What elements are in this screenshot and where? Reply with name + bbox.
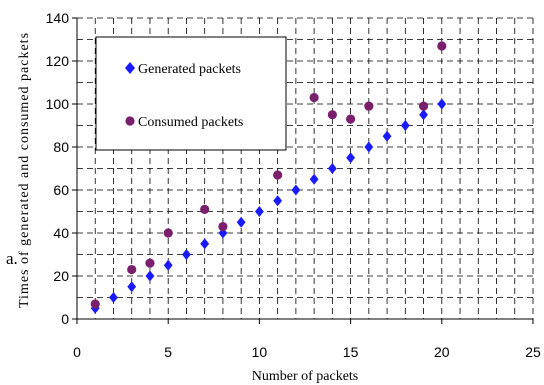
y-tick-label: 80 <box>53 139 69 155</box>
x-tick-labels: 0 5 10 15 20 25 <box>73 344 541 360</box>
consumed-point <box>309 92 319 103</box>
y-tick-label: 0 <box>61 311 69 327</box>
consumed-point <box>90 299 100 309</box>
consumed-point <box>327 110 337 120</box>
legend-generated-label: Generated packets <box>138 62 241 77</box>
legend-box <box>95 36 287 151</box>
x-tick-label: 10 <box>252 344 268 360</box>
x-tick-label: 25 <box>525 344 541 360</box>
generated-point <box>382 130 392 142</box>
y-tick-label: 20 <box>53 268 69 284</box>
legend-consumed-marker <box>125 116 135 126</box>
consumed-point <box>364 101 374 111</box>
generated-point <box>163 259 173 271</box>
consumed-point <box>200 204 210 214</box>
y-tick-labels: 0 20 40 60 80 100 120 140 <box>46 10 70 327</box>
generated-point <box>437 98 447 110</box>
axes <box>72 17 534 324</box>
generated-point <box>309 173 319 185</box>
generated-point <box>400 120 410 131</box>
x-axis-label: Number of packets <box>252 369 359 384</box>
y-tick-label: 100 <box>46 96 70 112</box>
generated-point <box>109 292 118 303</box>
generated-point <box>419 109 428 121</box>
consumed-point <box>218 221 228 232</box>
consumed-point <box>127 264 137 275</box>
y-tick-label: 40 <box>53 225 69 241</box>
generated-point <box>327 163 337 174</box>
generated-point <box>182 249 191 260</box>
data-marks <box>90 41 447 314</box>
y-tick-label: 120 <box>46 53 70 69</box>
consumed-point <box>437 41 447 51</box>
x-tick-label: 20 <box>434 344 450 360</box>
generated-point <box>200 238 210 250</box>
generated-point <box>364 141 374 153</box>
generated-point <box>273 195 283 207</box>
consumed-point <box>145 258 155 268</box>
generated-point <box>291 184 301 196</box>
x-tick-label: 5 <box>164 344 172 360</box>
consumed-point <box>163 228 173 238</box>
legend: Generated packets Consumed packets <box>95 36 287 151</box>
consumed-point <box>418 101 429 111</box>
consumed-point <box>346 114 356 124</box>
corner-annotation: a. <box>6 249 18 268</box>
x-tick-label: 0 <box>73 344 81 360</box>
legend-generated-marker <box>125 62 135 74</box>
generated-point <box>255 206 264 217</box>
generated-point <box>346 152 355 164</box>
generated-point <box>236 216 246 228</box>
y-tick-label: 140 <box>46 10 70 26</box>
x-tick-label: 15 <box>343 344 359 360</box>
consumed-point <box>273 170 283 180</box>
generated-point <box>127 281 137 293</box>
generated-point <box>145 270 155 282</box>
legend-consumed-label: Consumed packets <box>138 115 243 130</box>
y-axis-label: Times of generated and consumed packets <box>17 32 32 308</box>
y-tick-label: 60 <box>53 182 69 198</box>
